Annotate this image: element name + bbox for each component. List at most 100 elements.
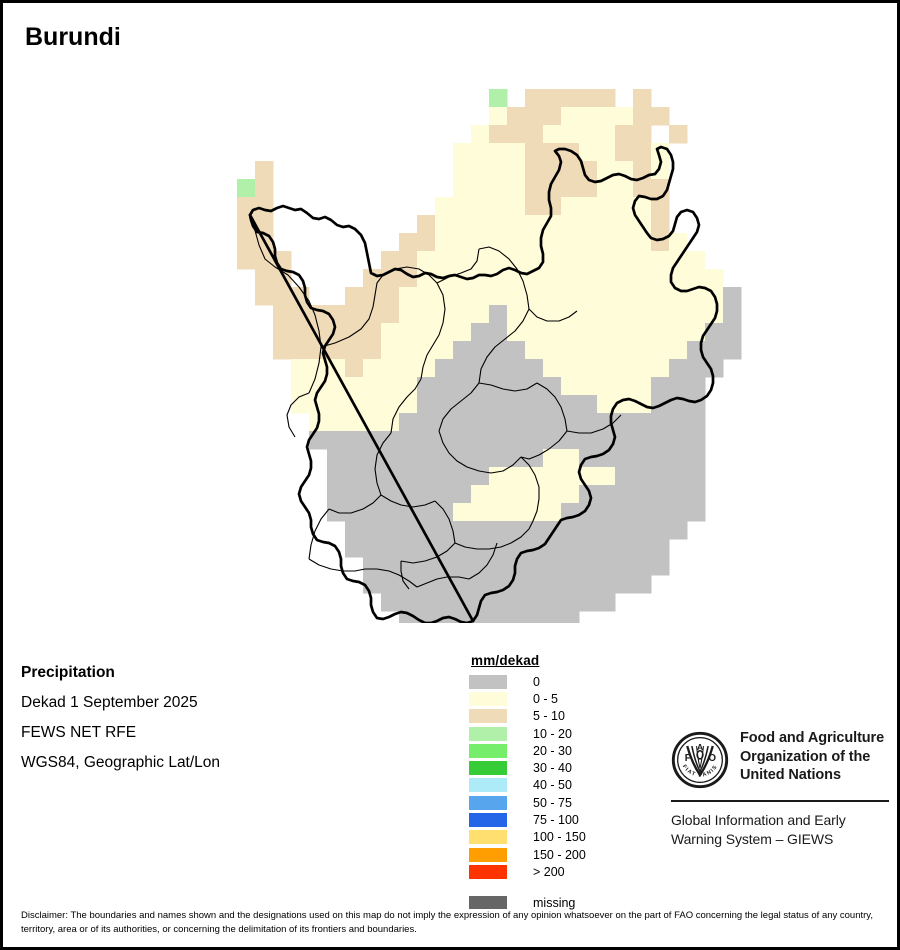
raster-cell — [453, 233, 472, 252]
raster-cell — [471, 431, 490, 450]
raster-cell — [399, 449, 418, 468]
raster-cell — [471, 305, 490, 324]
raster-cell — [615, 341, 634, 360]
raster-cell — [255, 197, 274, 216]
raster-cell — [507, 287, 526, 306]
raster-cell — [561, 413, 580, 432]
raster-cell — [633, 467, 652, 486]
raster-cell — [399, 323, 418, 342]
raster-cell — [363, 395, 382, 414]
raster-cell — [597, 125, 616, 144]
raster-cell — [633, 341, 652, 360]
raster-cell — [453, 377, 472, 396]
raster-cell — [615, 287, 634, 306]
raster-cell — [345, 341, 364, 360]
raster-cell — [579, 287, 598, 306]
raster-cell — [561, 359, 580, 378]
raster-cell — [561, 143, 580, 162]
page-title: Burundi — [25, 23, 121, 51]
raster-cell — [525, 233, 544, 252]
legend-swatch — [469, 795, 507, 810]
raster-cell — [345, 431, 364, 450]
raster-cell — [345, 521, 364, 540]
raster-cell — [579, 89, 598, 108]
raster-cell — [327, 395, 346, 414]
raster-cell — [399, 485, 418, 504]
raster-cell — [471, 269, 490, 288]
burundi-precipitation-map[interactable] — [3, 63, 897, 623]
raster-cell — [633, 377, 652, 396]
raster-cell — [417, 377, 436, 396]
raster-cell — [561, 593, 580, 612]
raster-cell — [579, 215, 598, 234]
raster-cell — [597, 359, 616, 378]
raster-cell — [381, 431, 400, 450]
raster-cell — [363, 341, 382, 360]
raster-cell — [651, 359, 670, 378]
raster-cell — [543, 125, 562, 144]
raster-cell — [543, 611, 562, 623]
legend-swatch — [469, 761, 507, 776]
raster-cell — [525, 413, 544, 432]
raster-cell — [363, 305, 382, 324]
raster-cell — [399, 233, 418, 252]
raster-cell — [597, 323, 616, 342]
raster-cell — [489, 89, 508, 108]
raster-cell — [291, 323, 310, 342]
raster-cell — [471, 341, 490, 360]
raster-cell — [651, 539, 670, 558]
legend-spacer — [469, 881, 659, 893]
raster-cell — [507, 323, 526, 342]
raster-cell — [399, 467, 418, 486]
raster-cell — [633, 449, 652, 468]
raster-cell — [633, 359, 652, 378]
fao-name-line-2: Organization of the — [740, 748, 871, 765]
raster-cell — [651, 251, 670, 270]
raster-cell — [345, 287, 364, 306]
raster-cell — [597, 539, 616, 558]
raster-cell — [543, 251, 562, 270]
fao-name-line-3: United Nations — [740, 767, 841, 783]
raster-cell — [471, 449, 490, 468]
raster-cell — [507, 431, 526, 450]
map-canvas[interactable] — [3, 63, 897, 623]
fao-branding: F A O FIAT PANIS Food and Agriculture Or… — [671, 729, 889, 849]
raster-cell — [615, 125, 634, 144]
raster-cell — [579, 233, 598, 252]
raster-cell — [381, 557, 400, 576]
raster-cell — [561, 125, 580, 144]
raster-cell — [705, 341, 724, 360]
raster-cell — [417, 323, 436, 342]
raster-cell — [633, 143, 652, 162]
raster-cell — [651, 323, 670, 342]
legend-item: 40 - 50 — [469, 777, 659, 794]
raster-cell — [507, 107, 526, 126]
disclaimer-text: Disclaimer: The boundaries and names sho… — [21, 910, 873, 935]
raster-cell — [723, 323, 742, 342]
raster-cell — [525, 359, 544, 378]
raster-cell — [453, 197, 472, 216]
raster-cell — [507, 125, 526, 144]
raster-cell — [525, 485, 544, 504]
raster-cell — [525, 89, 544, 108]
raster-cell — [615, 215, 634, 234]
raster-cell — [417, 503, 436, 522]
raster-cell — [327, 431, 346, 450]
raster-cell — [525, 143, 544, 162]
raster-cell — [327, 467, 346, 486]
raster-cell — [435, 215, 454, 234]
raster-cell — [291, 359, 310, 378]
raster-cell — [579, 359, 598, 378]
raster-cell — [417, 413, 436, 432]
fao-name-line-1: Food and Agriculture — [740, 730, 885, 746]
raster-cell — [633, 431, 652, 450]
legend-label: 10 - 20 — [533, 726, 572, 741]
raster-cell — [417, 431, 436, 450]
raster-cell — [579, 413, 598, 432]
raster-cell — [525, 593, 544, 612]
raster-cell — [633, 305, 652, 324]
raster-cell — [237, 251, 256, 270]
raster-cell — [417, 395, 436, 414]
raster-cell — [399, 539, 418, 558]
raster-cell — [543, 179, 562, 198]
